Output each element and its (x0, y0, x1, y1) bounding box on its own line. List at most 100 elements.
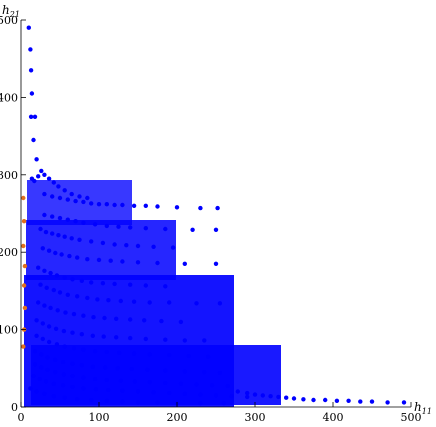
data-point (62, 344, 67, 349)
data-point (101, 334, 106, 339)
data-point (135, 389, 141, 394)
data-point (62, 395, 67, 400)
data-point (108, 258, 113, 263)
data-point (93, 387, 99, 392)
data-point (206, 354, 211, 359)
data-point (120, 259, 125, 264)
data-point (42, 191, 47, 197)
data-point (213, 393, 219, 398)
data-point (91, 315, 96, 320)
y-tick-label: 200 (0, 246, 18, 259)
data-point (186, 353, 191, 359)
data-point (401, 400, 407, 405)
data-point (213, 261, 219, 266)
data-point (36, 174, 41, 179)
data-point (112, 242, 117, 247)
data-point (37, 376, 42, 382)
data-point (213, 227, 219, 232)
data-point (57, 195, 63, 201)
data-point (81, 375, 86, 380)
data-point (135, 243, 141, 249)
data-point (46, 339, 52, 345)
x-tick-label: 0 (18, 411, 25, 424)
data-point (75, 397, 80, 402)
data-point (311, 397, 316, 403)
data-point (28, 386, 33, 391)
data-point (182, 391, 187, 396)
data-point (70, 373, 75, 379)
data-point (194, 301, 199, 306)
data-point (159, 318, 164, 324)
data-point (151, 390, 156, 395)
data-point (114, 316, 119, 321)
data-point (221, 400, 226, 406)
data-point (39, 168, 44, 174)
data-point (89, 280, 94, 285)
data-point (217, 301, 223, 306)
data-point (128, 317, 133, 322)
data-point (29, 91, 35, 96)
data-point (163, 368, 168, 373)
data-point (73, 219, 78, 224)
x-tick-label: 400 (323, 411, 344, 424)
data-point (104, 377, 110, 383)
data-point (45, 355, 50, 360)
data-point (40, 246, 45, 251)
data-point (178, 381, 184, 386)
data-point (38, 282, 43, 287)
data-point (53, 357, 58, 362)
data-point (115, 366, 120, 371)
data-point (85, 257, 90, 262)
highlight-point (21, 195, 26, 201)
data-point (54, 273, 60, 278)
highlight-point (21, 344, 26, 349)
data-point (104, 223, 110, 229)
data-point (55, 308, 60, 313)
data-point (225, 383, 230, 389)
data-point (229, 394, 234, 399)
data-point (202, 338, 207, 343)
data-point (50, 231, 55, 236)
data-point (142, 318, 147, 323)
highlight-point (22, 305, 28, 311)
data-point (65, 217, 71, 222)
data-point (70, 330, 75, 335)
highlight-point (22, 263, 28, 269)
x-ticks: 0 100 200 300 400 500 (18, 402, 422, 424)
data-point (71, 311, 77, 317)
data-point (40, 336, 45, 342)
data-point (128, 225, 133, 230)
data-point (163, 226, 168, 232)
data-point (51, 180, 56, 185)
dense-cluster-fill (31, 345, 281, 405)
data-point (96, 202, 102, 207)
data-point (53, 370, 58, 375)
data-point (42, 303, 47, 308)
data-point (44, 285, 49, 290)
data-point (32, 349, 38, 354)
data-point (147, 380, 152, 385)
data-point (167, 352, 172, 358)
data-point (62, 234, 67, 239)
data-point (56, 184, 61, 189)
data-point (81, 347, 86, 352)
data-point (385, 400, 390, 405)
data-point (174, 205, 180, 210)
data-point (143, 226, 148, 231)
data-point (60, 359, 66, 365)
data-point (40, 321, 45, 326)
data-point (79, 278, 85, 283)
data-point (117, 350, 122, 355)
data-point (260, 393, 265, 398)
data-point (90, 333, 96, 338)
x-tick-label: 300 (245, 411, 266, 424)
data-point (51, 287, 56, 293)
data-point (178, 319, 184, 325)
data-point (89, 201, 94, 206)
data-point (182, 338, 187, 343)
data-point (36, 265, 41, 270)
data-point (36, 300, 41, 305)
data-point (102, 315, 107, 321)
data-point (42, 172, 47, 177)
